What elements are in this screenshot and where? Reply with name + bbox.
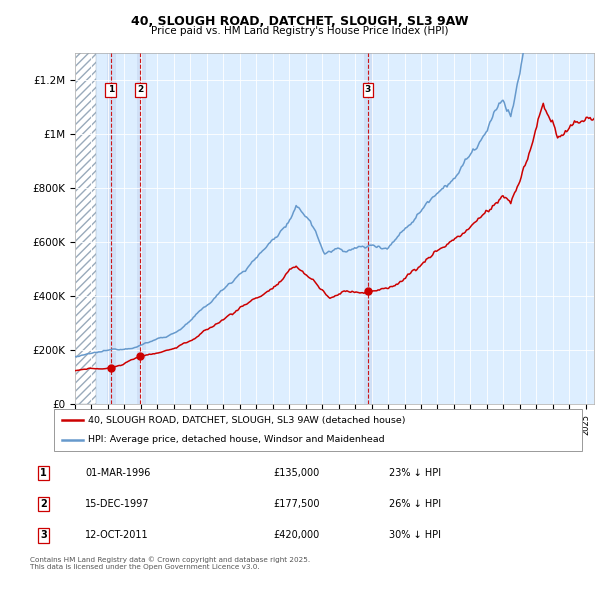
Text: £177,500: £177,500 <box>273 499 319 509</box>
Text: 12-OCT-2011: 12-OCT-2011 <box>85 530 149 540</box>
Text: 30% ↓ HPI: 30% ↓ HPI <box>389 530 441 540</box>
Text: 3: 3 <box>40 530 47 540</box>
Text: 15-DEC-1997: 15-DEC-1997 <box>85 499 150 509</box>
Text: 3: 3 <box>365 86 371 94</box>
Text: 40, SLOUGH ROAD, DATCHET, SLOUGH, SL3 9AW: 40, SLOUGH ROAD, DATCHET, SLOUGH, SL3 9A… <box>131 15 469 28</box>
Text: 40, SLOUGH ROAD, DATCHET, SLOUGH, SL3 9AW (detached house): 40, SLOUGH ROAD, DATCHET, SLOUGH, SL3 9A… <box>88 416 406 425</box>
Text: 1: 1 <box>40 468 47 478</box>
Text: 2: 2 <box>40 499 47 509</box>
Text: 23% ↓ HPI: 23% ↓ HPI <box>389 468 441 478</box>
FancyBboxPatch shape <box>54 409 582 451</box>
Text: 1: 1 <box>107 86 114 94</box>
Text: £135,000: £135,000 <box>273 468 319 478</box>
Bar <box>364 53 373 404</box>
Bar <box>75 53 97 404</box>
Bar <box>137 53 146 404</box>
Text: £420,000: £420,000 <box>273 530 319 540</box>
Text: 2: 2 <box>137 86 143 94</box>
Text: 01-MAR-1996: 01-MAR-1996 <box>85 468 151 478</box>
Text: 26% ↓ HPI: 26% ↓ HPI <box>389 499 441 509</box>
Bar <box>107 53 116 404</box>
Text: HPI: Average price, detached house, Windsor and Maidenhead: HPI: Average price, detached house, Wind… <box>88 435 385 444</box>
Text: Price paid vs. HM Land Registry's House Price Index (HPI): Price paid vs. HM Land Registry's House … <box>151 26 449 36</box>
Text: Contains HM Land Registry data © Crown copyright and database right 2025.
This d: Contains HM Land Registry data © Crown c… <box>30 556 310 570</box>
